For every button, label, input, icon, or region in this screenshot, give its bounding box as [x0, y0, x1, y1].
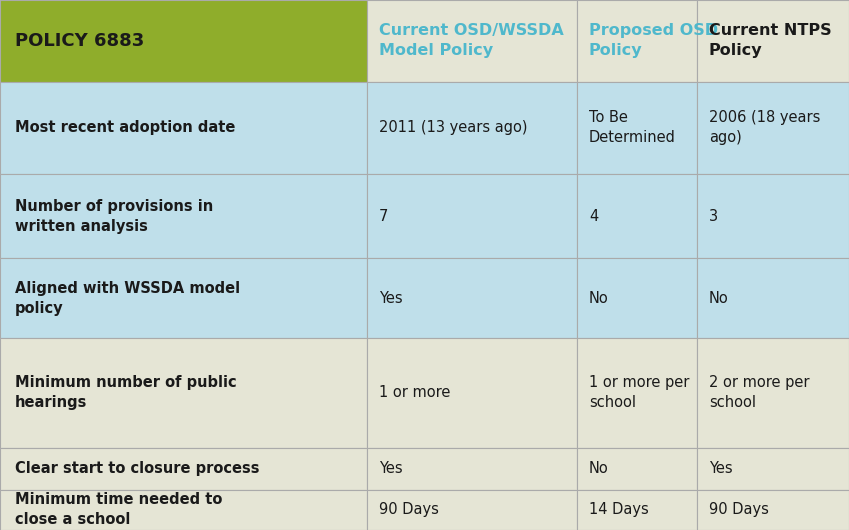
- Text: 4: 4: [589, 209, 599, 224]
- Bar: [367, 338, 577, 447]
- Bar: [577, 174, 697, 258]
- Text: Proposed OSD
Policy: Proposed OSD Policy: [589, 23, 718, 58]
- Text: 2011 (13 years ago): 2011 (13 years ago): [379, 120, 527, 135]
- Bar: [577, 447, 697, 490]
- Text: POLICY 6883: POLICY 6883: [15, 32, 144, 50]
- Text: 90 Days: 90 Days: [379, 502, 439, 517]
- Text: To Be
Determined: To Be Determined: [589, 110, 676, 145]
- Text: Minimum number of public
hearings: Minimum number of public hearings: [15, 375, 237, 410]
- Bar: [697, 447, 849, 490]
- Text: 3: 3: [709, 209, 718, 224]
- Text: No: No: [589, 291, 609, 306]
- Bar: [697, 258, 849, 338]
- Bar: [697, 338, 849, 447]
- Text: Yes: Yes: [379, 461, 402, 476]
- Bar: [367, 490, 577, 530]
- Text: 90 Days: 90 Days: [709, 502, 769, 517]
- Bar: [367, 258, 577, 338]
- Text: 7: 7: [379, 209, 388, 224]
- Bar: [697, 0, 849, 82]
- Text: Most recent adoption date: Most recent adoption date: [15, 120, 235, 135]
- Text: 2006 (18 years
ago): 2006 (18 years ago): [709, 110, 820, 145]
- Bar: [577, 490, 697, 530]
- Bar: [577, 258, 697, 338]
- Text: No: No: [589, 461, 609, 476]
- Bar: [0, 490, 367, 530]
- Bar: [367, 82, 577, 174]
- Bar: [0, 338, 367, 447]
- Bar: [0, 0, 367, 82]
- Bar: [0, 258, 367, 338]
- Bar: [0, 82, 367, 174]
- Bar: [577, 338, 697, 447]
- Bar: [367, 447, 577, 490]
- Text: Current OSD/WSSDA
Model Policy: Current OSD/WSSDA Model Policy: [379, 23, 564, 58]
- Bar: [367, 0, 577, 82]
- Text: No: No: [709, 291, 728, 306]
- Bar: [577, 82, 697, 174]
- Text: Number of provisions in
written analysis: Number of provisions in written analysis: [15, 199, 213, 234]
- Text: Clear start to closure process: Clear start to closure process: [15, 461, 260, 476]
- Bar: [697, 490, 849, 530]
- Text: 1 or more: 1 or more: [379, 385, 450, 400]
- Text: Minimum time needed to
close a school: Minimum time needed to close a school: [15, 492, 222, 527]
- Bar: [577, 0, 697, 82]
- Text: 14 Days: 14 Days: [589, 502, 649, 517]
- Text: Yes: Yes: [709, 461, 733, 476]
- Bar: [367, 174, 577, 258]
- Bar: [697, 82, 849, 174]
- Bar: [0, 174, 367, 258]
- Text: 2 or more per
school: 2 or more per school: [709, 375, 809, 410]
- Text: Aligned with WSSDA model
policy: Aligned with WSSDA model policy: [15, 281, 240, 316]
- Text: 1 or more per
school: 1 or more per school: [589, 375, 689, 410]
- Bar: [697, 174, 849, 258]
- Text: Current NTPS
Policy: Current NTPS Policy: [709, 23, 832, 58]
- Bar: [0, 447, 367, 490]
- Text: Yes: Yes: [379, 291, 402, 306]
